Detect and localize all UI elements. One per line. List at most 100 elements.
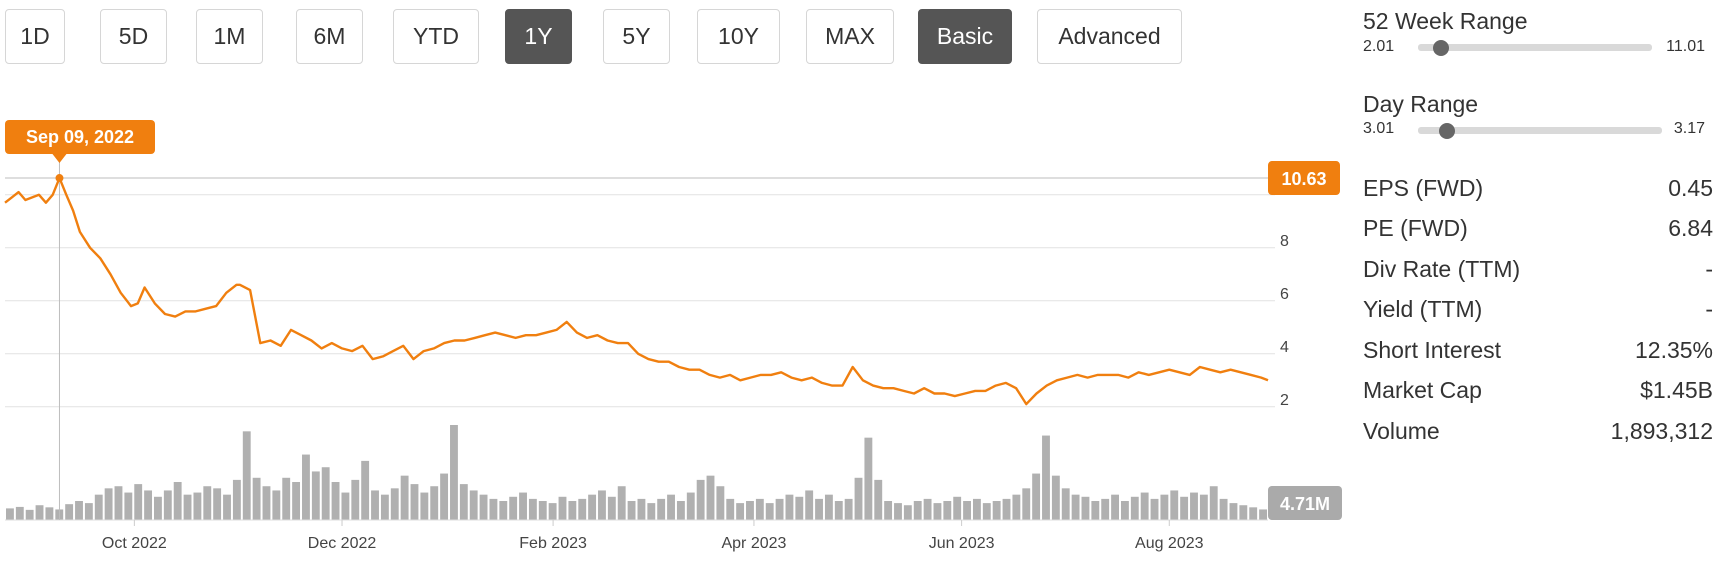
volume-bar [1219, 498, 1228, 520]
volume-bar [578, 498, 587, 520]
volume-bar [1130, 496, 1139, 520]
volume-bar [1071, 494, 1080, 520]
volume-bar [65, 504, 74, 520]
stat-value: - [1705, 255, 1713, 282]
volume-bar [134, 484, 143, 520]
price-chart[interactable]: 2 4 6 8 Oct 2022 Dec 2022 Feb 2023 Apr 2023 Jun … [0, 120, 1345, 573]
volume-bar [1160, 494, 1169, 520]
volume-bar [183, 494, 192, 520]
y-tick-label: 2 [1280, 392, 1289, 409]
volume-bar [726, 498, 735, 520]
x-tick-label: Dec 2022 [308, 535, 377, 552]
volume-bar [213, 488, 222, 520]
volume-bar [124, 492, 133, 520]
volume-bar [499, 501, 508, 520]
stat-label: EPS (FWD) [1363, 174, 1484, 201]
volume-bar [262, 486, 271, 520]
stat-value: $1.45B [1640, 377, 1713, 403]
volume-bar [874, 479, 883, 520]
stat-row: EPS (FWD) 0.45 [1363, 172, 1713, 204]
tooltip-value-label: 10.63 [1281, 169, 1326, 189]
volume-bar [746, 501, 754, 520]
volume-bar [371, 490, 379, 520]
volume-bar [489, 498, 498, 520]
volume-bar [1101, 498, 1110, 520]
volume-bar [252, 477, 261, 520]
volume-bar [775, 498, 784, 520]
volume-bar [923, 498, 932, 520]
volume-bar [193, 492, 202, 520]
volume-bar [1091, 501, 1100, 520]
range-button-ytd[interactable]: YTD [393, 9, 479, 64]
range-button-5d[interactable]: 5D [100, 9, 167, 64]
volume-bar [114, 486, 123, 520]
y-tick-label: 4 [1280, 339, 1289, 356]
volume-bar [380, 494, 389, 520]
volume-bar [686, 492, 695, 520]
stat-label: Market Cap [1363, 377, 1482, 403]
stat-row: Short Interest 12.35% [1363, 334, 1713, 366]
x-tick-label: Apr 2023 [721, 535, 786, 552]
volume-bar [35, 505, 44, 520]
volume-bar [75, 501, 83, 520]
volume-bar [410, 484, 419, 520]
volume-bar [331, 482, 340, 520]
volume-bar [755, 498, 764, 520]
range-button-advanced[interactable]: Advanced [1037, 9, 1182, 64]
range-button-1y[interactable]: 1Y [505, 9, 572, 64]
volume-bar [627, 501, 636, 520]
volume-bar [1180, 496, 1189, 520]
volume-bar [588, 494, 597, 520]
range-button-5y[interactable]: 5Y [603, 9, 670, 64]
volume-bar [657, 498, 666, 520]
volume-bar [519, 492, 527, 520]
volume-bar [1042, 435, 1050, 520]
volume-bar [1229, 503, 1238, 520]
volume-bar [469, 490, 478, 520]
volume-bar [430, 486, 439, 520]
range-button-1m[interactable]: 1M [196, 9, 263, 64]
week52-min: 2.01 [1363, 38, 1395, 55]
day-range-label: Day Range [1363, 91, 1479, 117]
volume-bar [963, 501, 971, 520]
range-button-basic[interactable]: Basic [918, 9, 1012, 64]
volume-bar [104, 488, 113, 520]
volume-bar [420, 492, 429, 520]
volume-bar [528, 498, 537, 520]
volume-bar [805, 490, 814, 520]
volume-bar [509, 496, 518, 520]
volume-bar [302, 454, 310, 520]
volume-bar [163, 490, 172, 520]
volume-bar [647, 503, 656, 520]
x-tick-label: Aug 2023 [1135, 535, 1204, 552]
range-button-10y[interactable]: 10Y [697, 9, 780, 64]
volume-bar [884, 501, 893, 520]
volume-bar [321, 467, 330, 520]
volume-bar [45, 507, 54, 520]
volume-bar [568, 501, 577, 520]
stat-row: PE (FWD) 6.84 [1363, 213, 1713, 245]
stat-value: 6.84 [1668, 215, 1713, 241]
volume-badge-label: 4.71M [1280, 494, 1330, 514]
volume-bar [706, 475, 715, 520]
range-button-1d[interactable]: 1D [5, 9, 65, 64]
volume-bar [864, 437, 873, 520]
stat-row: Market Cap $1.45B [1363, 375, 1713, 407]
range-button-6m[interactable]: 6M [296, 9, 363, 64]
day-range-max: 3.17 [1673, 120, 1705, 137]
volume-bar [1022, 488, 1031, 520]
stat-label: Yield (TTM) [1363, 296, 1483, 322]
volume-bar [341, 492, 350, 520]
volume-bar [1140, 492, 1149, 520]
volume-badge [1268, 486, 1342, 520]
volume-bar [173, 482, 182, 520]
x-tick-label: Feb 2023 [519, 535, 587, 552]
volume-bar [815, 498, 823, 520]
volume-bar [1111, 494, 1119, 520]
volume-bar [607, 496, 616, 520]
volume-bar [282, 477, 291, 520]
volume-bar [716, 486, 725, 520]
volume-bar [736, 503, 745, 520]
volume-bar [1032, 473, 1041, 520]
range-button-max[interactable]: MAX [806, 9, 894, 64]
